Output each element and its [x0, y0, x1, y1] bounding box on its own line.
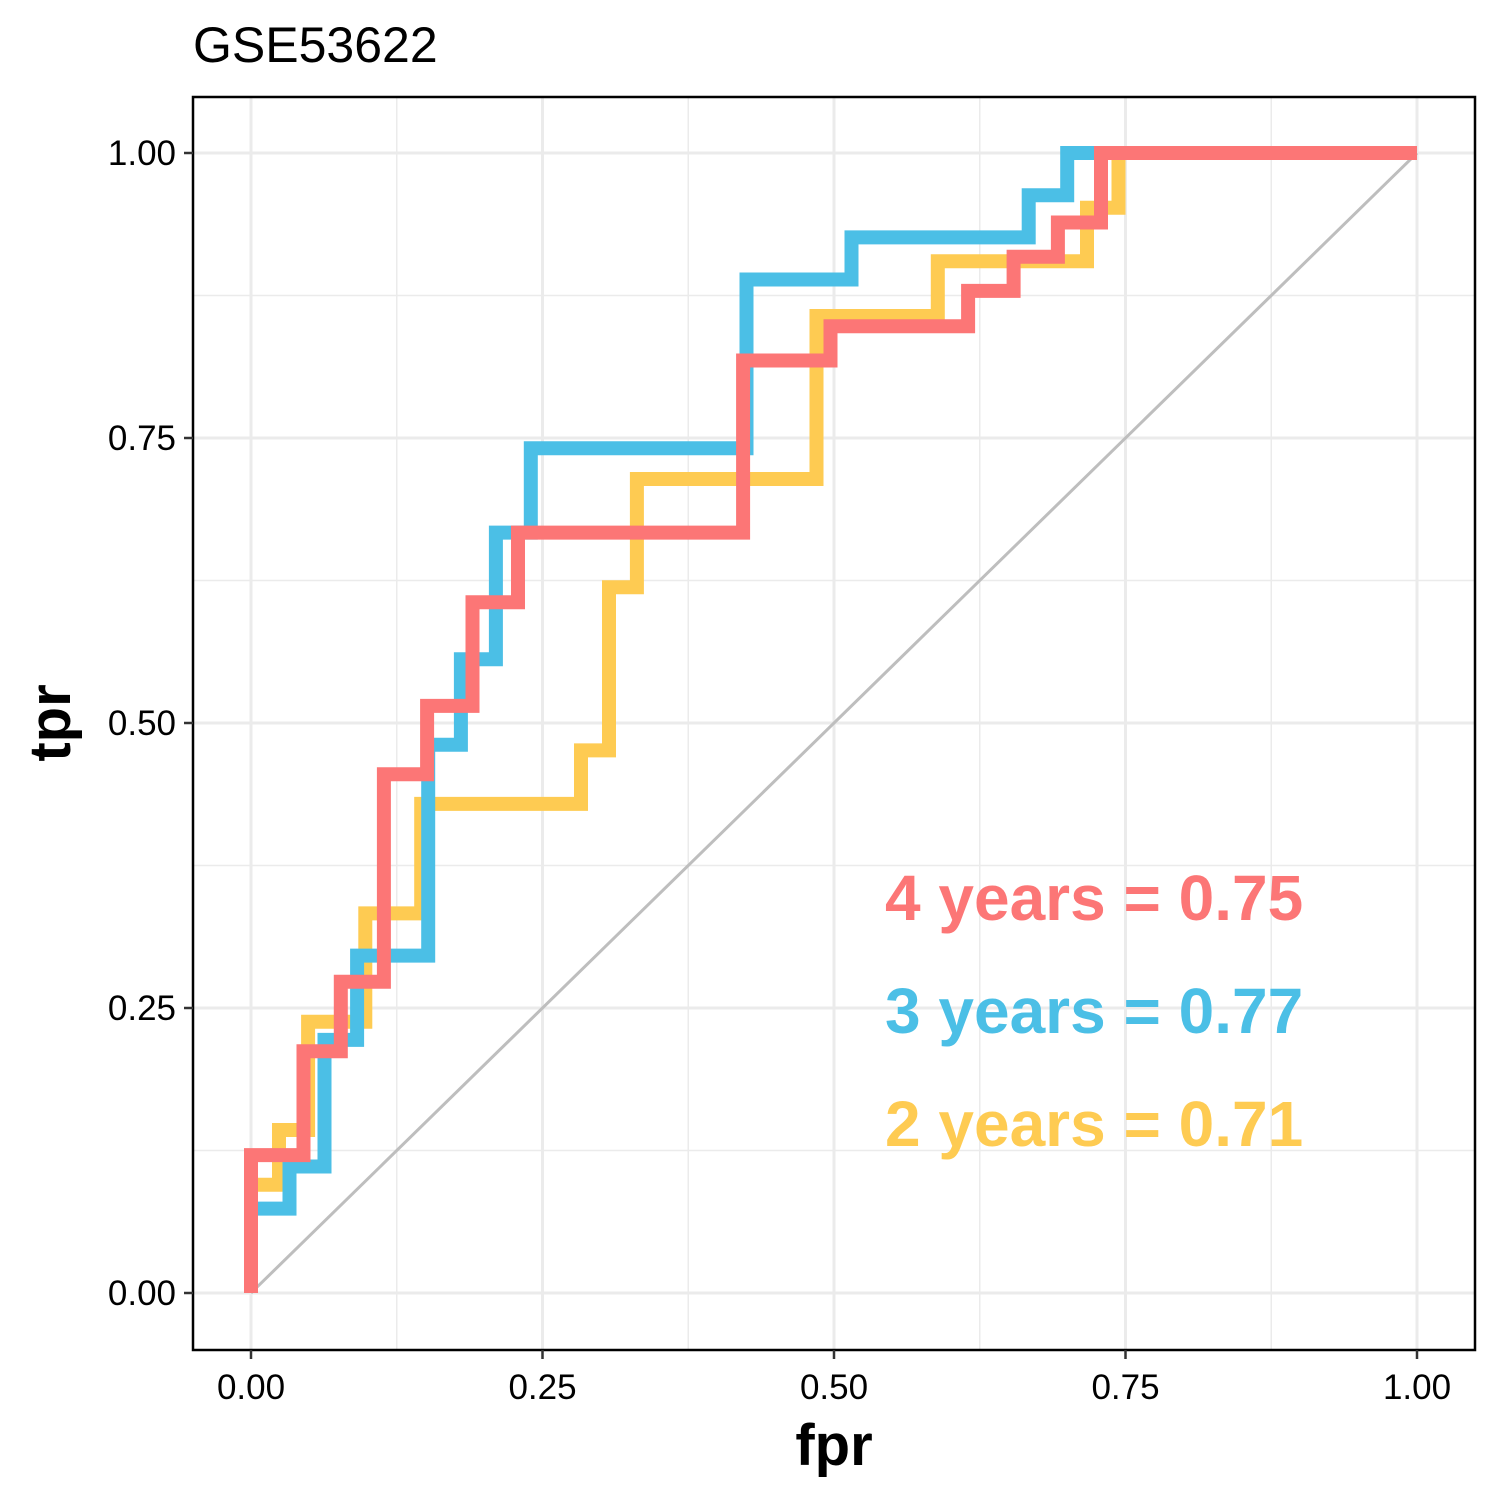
x-tick-label: 1.00	[1383, 1368, 1451, 1407]
series-line-3-years	[244, 146, 1417, 1293]
annotation-2-years: 2 years = 0.71	[885, 1088, 1303, 1160]
x-axis-label: fpr	[795, 1413, 872, 1478]
y-tick-label: 1.00	[108, 134, 176, 173]
annotation-3-years: 3 years = 0.77	[885, 975, 1303, 1047]
y-tick-label: 0.50	[108, 704, 176, 743]
y-axis-label: tpr	[18, 684, 83, 761]
x-axis-ticks: 0.00 0.25 0.50 0.75 1.00	[217, 1350, 1451, 1407]
reference-diagonal-line	[249, 151, 1419, 1295]
series-line-4-years	[244, 146, 1417, 1293]
chart-title: GSE53622	[193, 17, 438, 73]
y-axis-ticks: 0.00 0.25 0.50 0.75 1.00	[108, 134, 193, 1313]
y-tick-label: 0.00	[108, 1274, 176, 1313]
series-layer	[244, 146, 1417, 1293]
x-tick-label: 0.00	[217, 1368, 285, 1407]
x-tick-label: 0.75	[1091, 1368, 1159, 1407]
x-tick-label: 0.25	[508, 1368, 576, 1407]
y-tick-label: 0.75	[108, 419, 176, 458]
x-tick-label: 0.50	[800, 1368, 868, 1407]
annotation-4-years: 4 years = 0.75	[885, 862, 1303, 934]
y-tick-label: 0.25	[108, 989, 176, 1028]
